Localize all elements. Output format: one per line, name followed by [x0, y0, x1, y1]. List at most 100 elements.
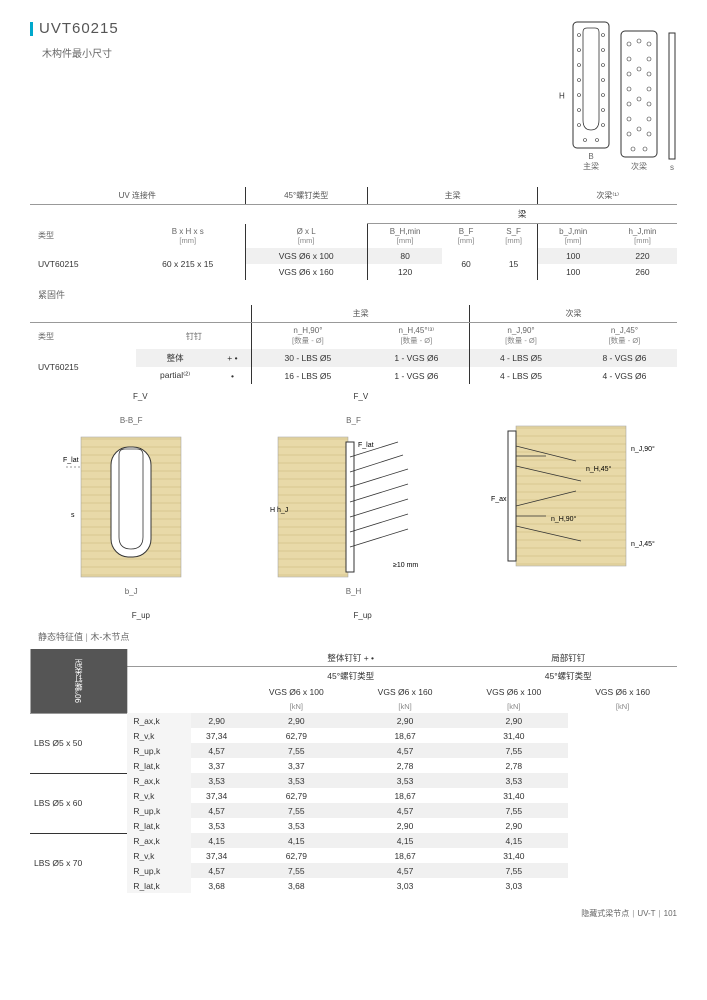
top-force-labels: F_V F_V — [30, 392, 677, 401]
value-cell: 3,37 — [191, 758, 242, 773]
param-label: R_up,k — [127, 743, 191, 758]
value-cell: 4,15 — [242, 833, 351, 848]
page-header: UVT60215 木构件最小尺寸 H B主梁 — [30, 20, 677, 172]
table-row: R_lat,k3,683,683,033,03 — [30, 878, 677, 893]
svg-text:F_lat: F_lat — [358, 442, 374, 449]
h-bhs: B x H x s[mm] — [131, 224, 245, 249]
param-label: R_ax,k — [127, 833, 191, 848]
value-cell: 18,67 — [351, 848, 460, 863]
value-cell: 4,57 — [351, 803, 460, 818]
param-label: R_lat,k — [127, 758, 191, 773]
value-cell: 7,55 — [459, 743, 568, 758]
h-type: 类型 — [30, 224, 131, 249]
value-cell: 3,53 — [191, 773, 242, 788]
param-label: R_v,k — [127, 788, 191, 803]
value-cell: 4,15 — [459, 833, 568, 848]
value-cell: 2,90 — [351, 818, 460, 833]
static-values-table: 90°螺钉类型 整体钉钉 + • 局部钉钉 45°螺钉类型45°螺钉类型 VGS… — [30, 649, 677, 893]
value-cell: 2,90 — [351, 713, 460, 728]
value-cell: 4,57 — [191, 863, 242, 878]
h-sf: S_F[mm] — [490, 224, 538, 249]
table-row: R_lat,k3,373,372,782,78 — [30, 758, 677, 773]
grp-screw: 45°螺钉类型 — [245, 187, 367, 205]
bracket-side-icon — [667, 31, 677, 161]
bracket-side: s — [667, 31, 677, 172]
connection-diagrams: B-B_F F_lat s b_J B_F F_lat H h_J ≥10 mm — [30, 416, 677, 596]
bracket-front: H B主梁 — [571, 20, 611, 172]
s-label: s — [71, 512, 75, 519]
bracket-back-icon — [619, 29, 659, 159]
bottom-force-labels: F_up F_up — [30, 611, 677, 620]
value-cell: 18,67 — [351, 788, 460, 803]
value-cell: 62,79 — [242, 728, 351, 743]
value-cell: 7,55 — [242, 863, 351, 878]
param-label: R_lat,k — [127, 818, 191, 833]
table-row: R_lat,k3,533,532,902,90 — [30, 818, 677, 833]
value-cell: 3,03 — [351, 878, 460, 893]
value-cell: 37,34 — [191, 788, 242, 803]
table-row: R_up,k4,577,554,577,55 — [30, 863, 677, 878]
fastener-label: 紧固件 — [38, 288, 677, 301]
page-title: UVT60215 — [30, 20, 119, 37]
grp-sec: 次梁⁽¹⁾ — [538, 187, 677, 205]
bracket-front-icon — [571, 20, 611, 150]
table-row: LBS Ø5 x 50R_ax,k2,902,902,902,90 — [30, 713, 677, 728]
bracket-back-label: 次梁 — [619, 161, 659, 172]
param-label: R_v,k — [127, 848, 191, 863]
subtitle: 木构件最小尺寸 — [42, 45, 119, 60]
value-cell: 4,57 — [351, 743, 460, 758]
value-cell: 3,53 — [351, 773, 460, 788]
flat-label: F_lat — [63, 457, 79, 464]
svg-text:≥10 mm: ≥10 mm — [393, 562, 418, 569]
value-cell: 18,67 — [351, 728, 460, 743]
table-row: R_v,k37,3462,7918,6731,40 — [30, 788, 677, 803]
value-cell: 31,40 — [459, 728, 568, 743]
page-footer: 隐藏式梁节点|UV-T|101 — [30, 908, 677, 919]
value-cell: 3,68 — [242, 878, 351, 893]
title-text: UVT60215 — [39, 20, 119, 37]
param-label: R_up,k — [127, 863, 191, 878]
static-values-title: 静态特征值 | 木-木节点 — [38, 630, 677, 643]
value-cell: 31,40 — [459, 848, 568, 863]
value-cell: 37,34 — [191, 848, 242, 863]
value-cell: 4,57 — [351, 863, 460, 878]
svg-text:n_J,45°: n_J,45° — [631, 540, 655, 548]
table-row: LBS Ø5 x 70R_ax,k4,154,154,154,15 — [30, 833, 677, 848]
svg-text:H h_J: H h_J — [270, 507, 288, 514]
vertical-label: 90°螺钉类型 — [30, 649, 127, 713]
value-cell: 2,90 — [459, 818, 568, 833]
svg-text:F_ax: F_ax — [491, 496, 507, 503]
value-cell: 37,34 — [191, 728, 242, 743]
bracket-b-label: B主梁 — [571, 152, 611, 172]
lbs-label: LBS Ø5 x 50 — [30, 713, 127, 773]
param-label: R_lat,k — [127, 878, 191, 893]
value-cell: 3,53 — [242, 773, 351, 788]
value-cell: 62,79 — [242, 848, 351, 863]
table-row: R_v,k37,3462,7918,6731,40 — [30, 728, 677, 743]
diagram-main-beam: B_F F_lat H h_J ≥10 mm B_H — [252, 416, 454, 596]
h-bhmin: B_H,min[mm] — [367, 224, 442, 249]
h-ol: Ø x L[mm] — [245, 224, 367, 249]
value-cell: 4,57 — [191, 803, 242, 818]
table-row: R_v,k37,3462,7918,6731,40 — [30, 848, 677, 863]
value-cell: 2,90 — [242, 713, 351, 728]
diagram-sec-beam: n_J,90° n_H,45° F_ax n_H,90° n_J,45° — [475, 416, 677, 596]
table-row: UVT60215 整体 + • 30 - LBS Ø5 1 - VGS Ø6 4… — [30, 349, 677, 367]
fastener-table: 主梁 次梁 类型 钉钉 n_H,90°[数量 - Ø] n_H,45°⁽³⁾[数… — [30, 305, 677, 384]
lbs-label: LBS Ø5 x 60 — [30, 773, 127, 833]
value-cell: 2,90 — [459, 713, 568, 728]
param-label: R_v,k — [127, 728, 191, 743]
svg-text:n_J,90°: n_J,90° — [631, 445, 655, 453]
grp-main: 主梁 — [367, 187, 538, 205]
param-label: R_ax,k — [127, 713, 191, 728]
table-row: R_up,k4,577,554,577,55 — [30, 803, 677, 818]
grp-uv: UV 连接件 — [30, 187, 245, 205]
h-bf: B_F[mm] — [442, 224, 489, 249]
value-cell: 62,79 — [242, 788, 351, 803]
bracket-back: 次梁 — [619, 29, 659, 172]
svg-text:n_H,90°: n_H,90° — [551, 515, 577, 523]
value-cell: 2,78 — [351, 758, 460, 773]
param-label: R_up,k — [127, 803, 191, 818]
value-cell: 3,53 — [242, 818, 351, 833]
diagram-slot: B-B_F F_lat s b_J — [30, 416, 232, 596]
